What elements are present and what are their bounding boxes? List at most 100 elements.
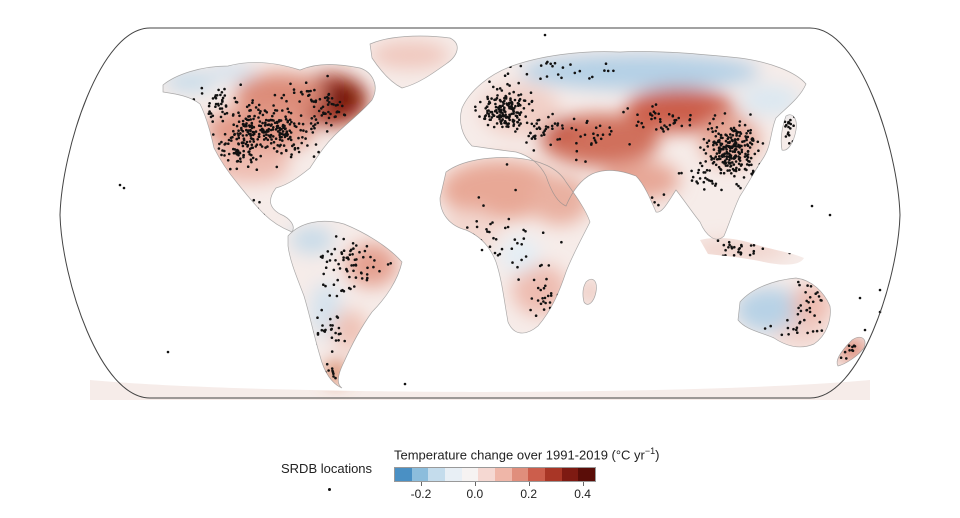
srdb-point — [690, 169, 693, 173]
srdb-point — [262, 214, 265, 218]
srdb-point — [330, 252, 333, 256]
srdb-point — [241, 134, 245, 137]
srdb-point — [551, 112, 554, 116]
srdb-point — [704, 176, 707, 180]
srdb-point — [236, 132, 239, 135]
srdb-point — [253, 114, 256, 118]
srdb-point — [340, 289, 343, 293]
srdb-point — [279, 143, 282, 147]
srdb-point — [223, 149, 226, 153]
srdb-point — [702, 137, 706, 141]
srdb-point — [277, 119, 281, 122]
srdb-point — [257, 108, 260, 111]
srdb-point — [252, 140, 256, 143]
srdb-point — [251, 99, 254, 102]
srdb-point — [316, 121, 320, 125]
srdb-point — [238, 114, 241, 118]
srdb-point — [250, 126, 254, 130]
srdb-point — [727, 136, 730, 139]
srdb-point — [704, 160, 707, 163]
srdb-point — [756, 194, 759, 197]
srdb-point — [485, 270, 489, 274]
srdb-point — [306, 144, 309, 147]
srdb-point — [500, 89, 504, 92]
srdb-point — [532, 278, 536, 282]
srdb-point — [803, 318, 806, 322]
srdb-point — [330, 350, 334, 353]
srdb-point — [608, 133, 612, 136]
srdb-point — [540, 263, 543, 267]
srdb-point — [262, 134, 266, 137]
srdb-point — [810, 204, 814, 208]
srdb-point — [386, 263, 390, 266]
srdb-point — [223, 132, 227, 136]
srdb-point — [650, 117, 653, 121]
srdb-point — [494, 105, 498, 109]
srdb-point — [730, 172, 733, 175]
colorbar-tick-label: 0.4 — [574, 487, 591, 501]
srdb-point — [719, 133, 723, 137]
srdb-point — [716, 239, 720, 242]
srdb-point — [774, 169, 777, 173]
srdb-point — [523, 99, 527, 102]
srdb-point — [274, 128, 278, 131]
srdb-point — [251, 156, 255, 160]
srdb-point — [279, 119, 283, 122]
srdb-point — [242, 149, 245, 153]
srdb-point — [264, 118, 268, 122]
srdb-point — [275, 120, 279, 124]
srdb-point — [314, 143, 318, 146]
srdb-point — [748, 253, 752, 257]
srdb-point — [729, 149, 732, 153]
srdb-point — [769, 196, 773, 199]
srdb-point — [333, 115, 337, 119]
world-map — [59, 27, 901, 400]
srdb-point — [508, 84, 511, 87]
srdb-point — [340, 252, 344, 256]
srdb-point — [309, 122, 313, 125]
srdb-point — [545, 62, 548, 65]
srdb-point — [503, 74, 507, 77]
srdb-point — [688, 123, 692, 127]
srdb-point — [246, 145, 249, 148]
srdb-point — [556, 138, 559, 141]
srdb-point — [207, 112, 211, 115]
srdb-point — [545, 277, 548, 281]
srdb-point — [251, 101, 254, 105]
srdb-point — [769, 179, 772, 183]
srdb-point — [288, 129, 292, 132]
srdb-point — [717, 146, 721, 150]
srdb-point — [498, 114, 502, 117]
srdb-point — [520, 258, 523, 262]
srdb-point — [713, 114, 717, 117]
srdb-point — [320, 107, 323, 110]
srdb-point — [787, 125, 790, 129]
srdb-point — [328, 294, 332, 297]
srdb-point — [738, 124, 741, 127]
srdb-point — [514, 104, 517, 108]
srdb-point — [680, 171, 683, 175]
srdb-point — [761, 192, 765, 196]
srdb-point — [698, 177, 702, 180]
srdb-point — [663, 124, 666, 127]
srdb-point — [714, 135, 718, 138]
srdb-point — [532, 135, 535, 138]
srdb-point — [312, 124, 315, 128]
srdb-point — [223, 154, 226, 157]
srdb-point — [586, 119, 589, 123]
srdb-point — [542, 308, 546, 311]
srdb-point — [259, 154, 263, 158]
srdb-point — [507, 125, 510, 128]
srdb-point — [348, 253, 352, 256]
srdb-point — [252, 131, 256, 134]
srdb-point — [329, 324, 332, 327]
srdb-point — [320, 114, 324, 117]
srdb-point — [637, 192, 640, 195]
srdb-point — [751, 169, 755, 173]
srdb-point — [493, 251, 497, 255]
srdb-point — [265, 133, 268, 136]
srdb-point — [806, 284, 809, 287]
srdb-point — [527, 134, 530, 138]
srdb-point — [235, 101, 239, 104]
srdb-point — [751, 137, 754, 140]
